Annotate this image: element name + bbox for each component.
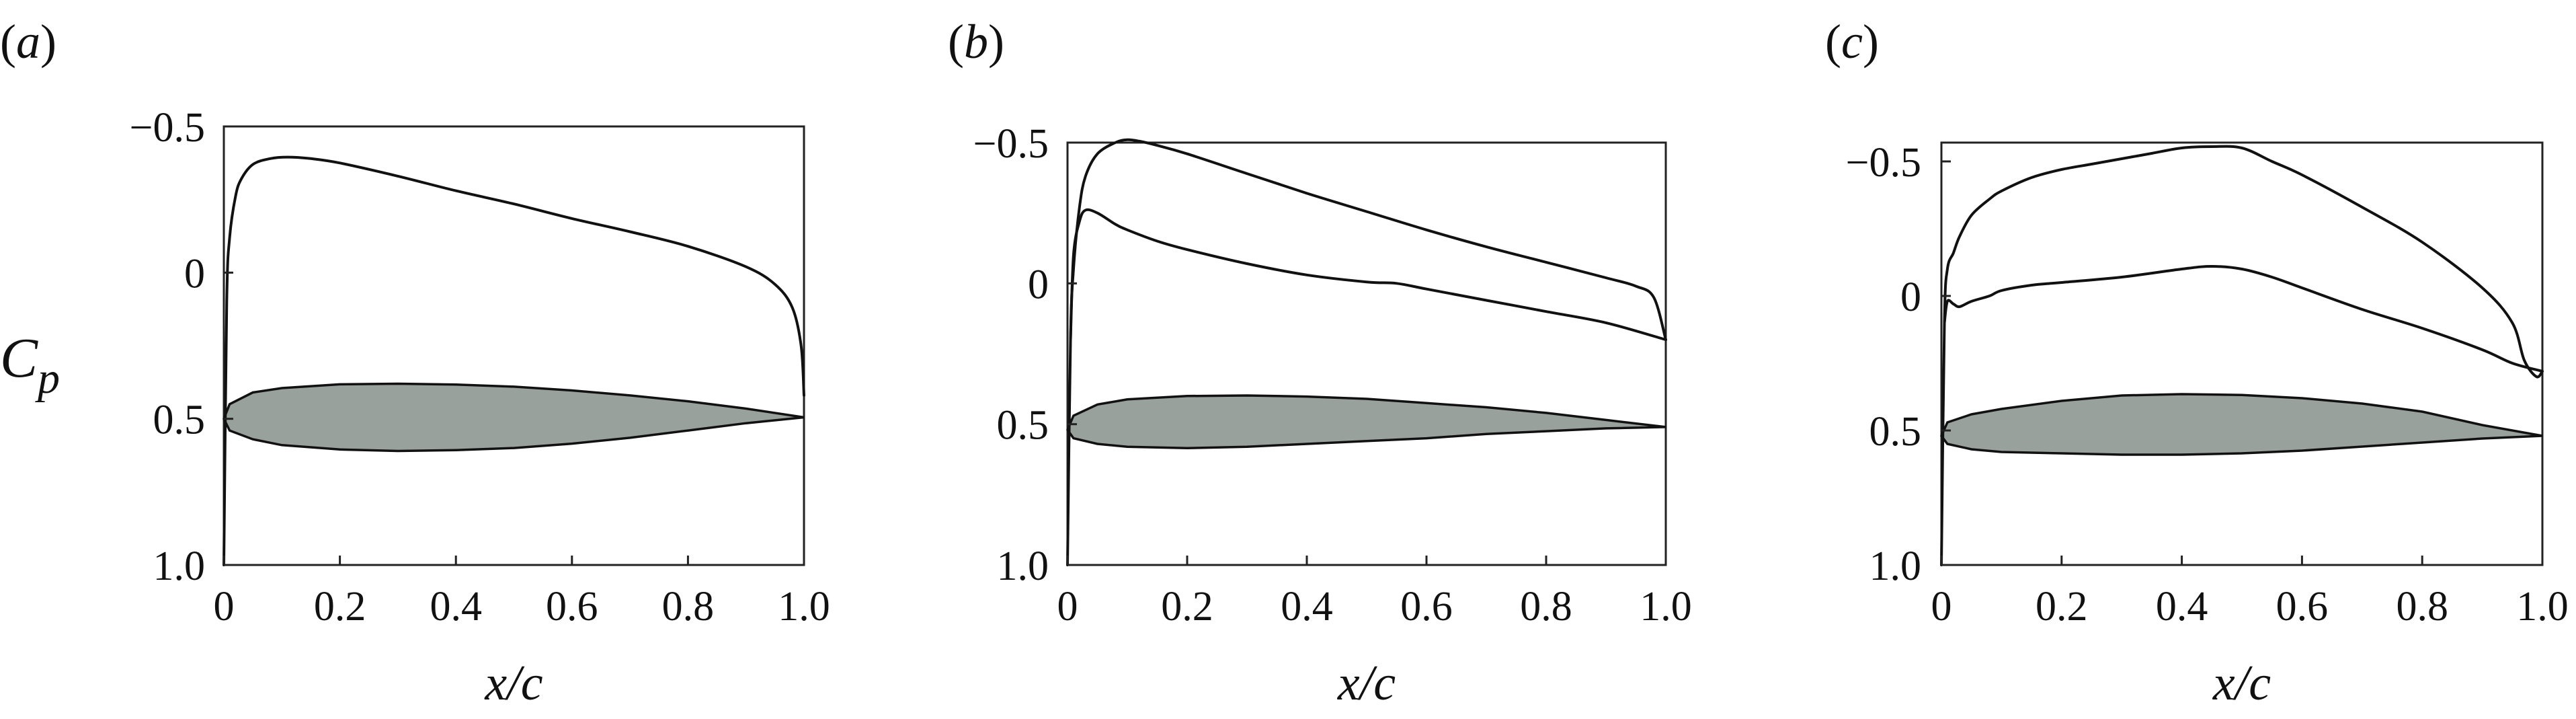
x-tick-label: 0.2 — [2036, 584, 2088, 630]
panel-label: (a) — [0, 15, 56, 69]
airfoil-shape — [1939, 393, 2543, 456]
y-tick-label: −0.5 — [130, 105, 205, 151]
x-tick-label: 0.6 — [1400, 584, 1453, 630]
x-tick-label: 1.0 — [1640, 584, 1692, 630]
cp-curve-0 — [1940, 145, 2544, 566]
airfoil-shape — [223, 382, 805, 453]
y-tick-label: 1.0 — [153, 543, 206, 589]
x-tick-label: 0.6 — [546, 584, 598, 630]
x-tick-label: 0.4 — [1281, 584, 1333, 630]
chart-panel-0: (a)−0.500.51.00 0.2 0.4 0.6 0.8 1.0x/c — [0, 15, 830, 711]
x-tick-label: 0.8 — [1520, 584, 1572, 630]
cp-curve-1 — [1943, 265, 2544, 373]
x-axis-label: x/c — [484, 656, 542, 711]
y-tick-label: 0 — [1900, 274, 1921, 320]
x-tick-label: 0.8 — [2396, 584, 2448, 630]
y-tick-label: 1.0 — [1869, 543, 1922, 589]
y-tick-label: 0.5 — [153, 398, 206, 443]
cp-curve-0 — [223, 155, 805, 566]
x-tick-label: 0.6 — [2276, 584, 2329, 630]
y-tick-label: 1.0 — [997, 543, 1049, 589]
y-tick-label: 0 — [184, 251, 205, 297]
y-axis-label: Cp — [0, 327, 60, 403]
x-tick-label: 0.2 — [1161, 584, 1213, 630]
x-tick-label: 0.4 — [430, 584, 482, 630]
panels: (a)−0.500.51.00 0.2 0.4 0.6 0.8 1.0x/c(b)−0.5… — [0, 15, 2569, 711]
x-tick-label: 0 — [214, 584, 235, 630]
panel-label: (c) — [1825, 15, 1879, 69]
chart-panel-1: (b)−0.500.51.00 0.2 0.4 0.6 0.8 1.0x/c — [948, 15, 1692, 711]
x-tick-label: 1.0 — [778, 584, 830, 630]
y-tick-label: −0.5 — [973, 121, 1049, 167]
x-axis-label: x/c — [2212, 656, 2271, 711]
x-tick-label: 1.0 — [2516, 584, 2569, 630]
y-tick-label: 0.5 — [997, 403, 1049, 449]
plot-frame — [1066, 141, 1667, 566]
x-tick-label: 0.4 — [2156, 584, 2208, 630]
plot-frame — [223, 125, 805, 566]
y-tick-label: −0.5 — [1846, 140, 1921, 186]
y-tick-label: 0.5 — [1869, 409, 1922, 455]
x-tick-label: 0.8 — [662, 584, 715, 630]
cp-curve-1 — [1069, 208, 1667, 342]
x-axis-label: x/c — [1337, 656, 1396, 711]
chart-panel-2: (c)−0.500.51.00 0.2 0.4 0.6 0.8 1.0x/c — [1825, 15, 2569, 711]
x-tick-label: 0 — [1931, 584, 1952, 630]
y-tick-label: 0 — [1028, 262, 1049, 307]
x-tick-label: 0 — [1057, 584, 1078, 630]
airfoil-shape — [1066, 394, 1666, 450]
x-tick-label: 0.2 — [314, 584, 366, 630]
panel-label: (b) — [948, 15, 1004, 69]
plot-frame — [1940, 141, 2544, 566]
cp-curve-0 — [1066, 138, 1667, 566]
